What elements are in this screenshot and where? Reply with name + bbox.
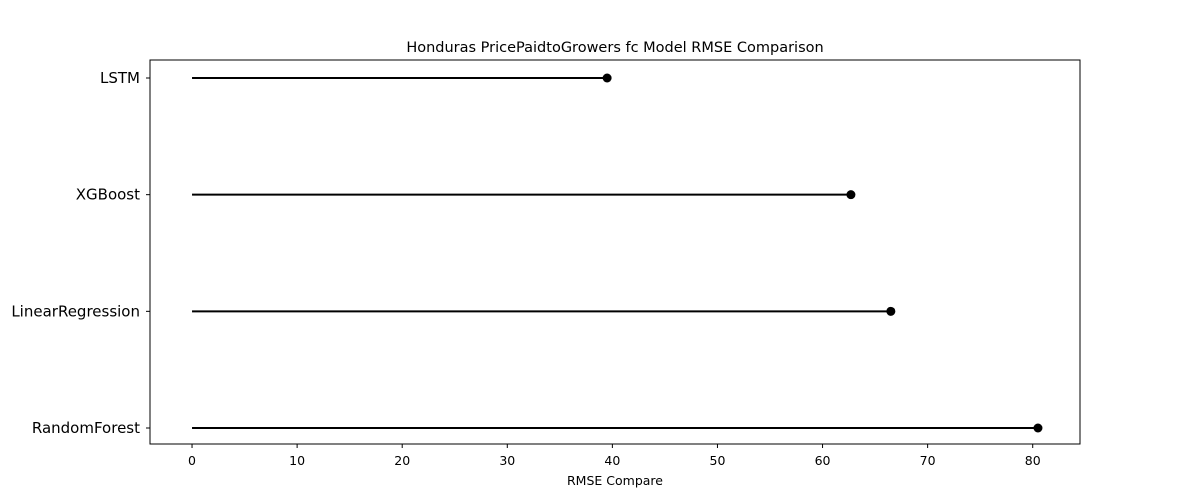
x-tick-label: 20 bbox=[394, 453, 410, 468]
x-axis-ticks: 0 10 20 30 40 50 60 70 80 bbox=[188, 444, 1041, 468]
plot-area-frame bbox=[149, 59, 1081, 445]
marker-lstm bbox=[602, 73, 612, 83]
lollipop-markers bbox=[602, 73, 1043, 433]
x-tick-label: 60 bbox=[815, 453, 831, 468]
marker-xgboost bbox=[846, 190, 856, 200]
y-tick-label-xgboost: XGBoost bbox=[76, 186, 140, 204]
x-tick-label: 30 bbox=[499, 453, 515, 468]
y-tick-label-randomforest: RandomForest bbox=[32, 419, 140, 437]
y-tick-label-linearregression: LinearRegression bbox=[11, 302, 140, 320]
x-tick-label: 80 bbox=[1025, 453, 1041, 468]
x-axis-label: RMSE Compare bbox=[567, 473, 663, 488]
chart-title: Honduras PricePaidtoGrowers fc Model RMS… bbox=[406, 40, 823, 56]
lollipop-stems bbox=[192, 77, 1038, 429]
x-tick-label: 40 bbox=[604, 453, 620, 468]
x-tick-label: 10 bbox=[289, 453, 305, 468]
y-axis-ticks: LSTM XGBoost LinearRegression RandomForest bbox=[11, 69, 150, 437]
x-tick-label: 50 bbox=[710, 453, 726, 468]
marker-linearregression bbox=[886, 306, 896, 316]
y-tick-label-lstm: LSTM bbox=[100, 69, 140, 87]
x-tick-label: 0 bbox=[188, 453, 196, 468]
marker-randomforest bbox=[1033, 423, 1043, 433]
x-tick-label: 70 bbox=[920, 453, 936, 468]
